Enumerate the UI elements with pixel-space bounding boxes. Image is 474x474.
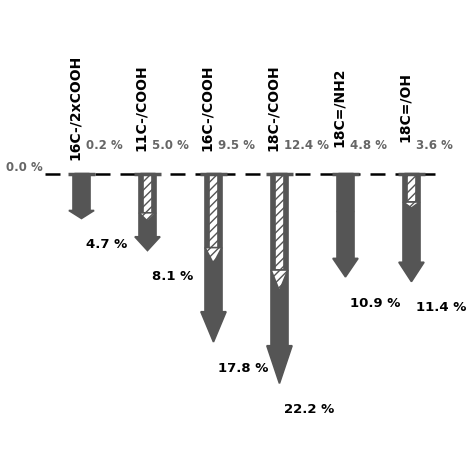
Bar	[139, 174, 156, 237]
Text: 18C=/NH2: 18C=/NH2	[331, 68, 346, 147]
Text: 17.8 %: 17.8 %	[218, 362, 269, 374]
Text: 4.7 %: 4.7 %	[86, 238, 128, 251]
Bar	[271, 174, 288, 346]
Text: 22.2 %: 22.2 %	[284, 403, 335, 416]
Polygon shape	[333, 258, 358, 277]
Polygon shape	[205, 247, 222, 264]
Text: 16C-/2xCOOH: 16C-/2xCOOH	[67, 55, 82, 160]
Text: 11.4 %: 11.4 %	[416, 301, 466, 314]
Bar	[274, 174, 284, 270]
Text: 11C-/COOH: 11C-/COOH	[134, 64, 147, 151]
Polygon shape	[271, 270, 288, 291]
Text: 3.6 %: 3.6 %	[416, 139, 453, 152]
Text: 18C-/COOH: 18C-/COOH	[265, 64, 280, 151]
Text: 12.4 %: 12.4 %	[284, 139, 329, 152]
Text: 10.9 %: 10.9 %	[350, 297, 401, 310]
Bar	[77, 174, 86, 176]
Bar	[337, 174, 354, 258]
Text: 18C=/OH: 18C=/OH	[397, 73, 411, 142]
Text: 16C-/COOH: 16C-/COOH	[200, 64, 213, 151]
Polygon shape	[135, 237, 160, 250]
Text: 9.5 %: 9.5 %	[218, 139, 255, 152]
Polygon shape	[139, 213, 156, 221]
Polygon shape	[403, 202, 420, 208]
Bar	[341, 174, 350, 211]
Polygon shape	[399, 262, 424, 282]
Polygon shape	[267, 346, 292, 383]
Polygon shape	[201, 312, 226, 342]
Bar	[143, 174, 152, 213]
Bar	[205, 174, 222, 312]
Bar	[73, 174, 90, 210]
Bar	[407, 174, 416, 202]
Text: 8.1 %: 8.1 %	[152, 270, 193, 283]
Bar	[403, 174, 420, 262]
Polygon shape	[69, 210, 94, 219]
Text: 5.0 %: 5.0 %	[152, 139, 189, 152]
Bar	[209, 174, 218, 247]
Polygon shape	[337, 211, 354, 219]
Text: 0.0 %: 0.0 %	[6, 161, 43, 174]
Text: 4.8 %: 4.8 %	[350, 139, 387, 152]
Text: 0.2 %: 0.2 %	[86, 139, 123, 152]
